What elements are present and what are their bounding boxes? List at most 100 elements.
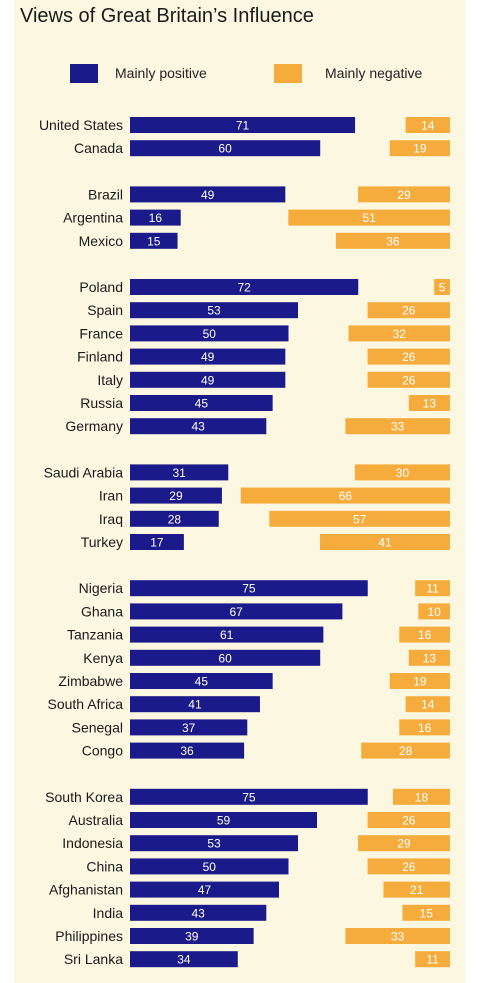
country-label-kenya: Kenya (83, 650, 123, 666)
positive-bar-senegal (130, 719, 248, 736)
positive-bar-china (130, 858, 289, 875)
country-label-saudi-arabia: Saudi Arabia (44, 464, 124, 480)
positive-value-senegal: 37 (182, 721, 196, 735)
positive-value-iraq: 28 (168, 512, 182, 526)
positive-bar-south-africa (130, 696, 260, 713)
positive-value-south-korea: 75 (242, 790, 256, 804)
negative-value-argentina: 51 (362, 211, 376, 225)
negative-value-south-korea: 18 (415, 790, 429, 804)
negative-bar-indonesia (358, 835, 450, 852)
negative-bar-south-africa (405, 696, 450, 713)
negative-bar-kenya (408, 649, 450, 666)
negative-bar-france (348, 325, 450, 342)
negative-bar-united-states (405, 117, 450, 133)
negative-bar-iraq (269, 510, 450, 527)
positive-bar-finland (130, 348, 286, 365)
country-label-finland: Finland (77, 349, 123, 365)
negative-bar-india (402, 904, 450, 921)
negative-value-australia: 26 (402, 814, 416, 828)
negative-bar-iran (240, 487, 450, 504)
positive-value-australia: 59 (217, 814, 231, 828)
negative-bar-tanzania (399, 626, 450, 643)
negative-value-mexico: 36 (386, 234, 400, 248)
country-label-tanzania: Tanzania (67, 627, 123, 643)
country-label-iran: Iran (99, 488, 123, 504)
positive-value-russia: 45 (195, 397, 209, 411)
country-label-argentina: Argentina (63, 210, 123, 226)
negative-value-senegal: 16 (418, 721, 432, 735)
country-label-south-africa: South Africa (48, 696, 124, 712)
legend-label-negative: Mainly negative (325, 65, 423, 81)
negative-value-zimbabwe: 19 (413, 675, 427, 689)
negative-value-finland: 26 (402, 350, 416, 364)
positive-bar-germany (130, 418, 267, 435)
positive-bar-philippines (130, 928, 254, 944)
negative-value-saudi-arabia: 30 (396, 466, 410, 480)
country-label-senegal: Senegal (72, 719, 123, 735)
negative-bar-brazil (358, 186, 450, 203)
negative-bar-nigeria (415, 580, 450, 597)
negative-value-italy: 26 (402, 373, 416, 387)
negative-bar-sri-lanka (415, 951, 450, 968)
negative-bar-ghana (418, 603, 450, 620)
country-label-canada: Canada (74, 140, 123, 156)
country-label-ghana: Ghana (81, 603, 123, 619)
positive-value-mexico: 15 (147, 234, 161, 248)
country-label-nigeria: Nigeria (79, 580, 124, 596)
positive-bar-indonesia (130, 835, 299, 852)
negative-bar-philippines (345, 928, 450, 944)
country-label-india: India (93, 905, 124, 921)
negative-bar-saudi-arabia (354, 464, 450, 481)
negative-value-canada: 19 (413, 142, 427, 156)
negative-bar-senegal (399, 719, 450, 736)
positive-value-sri-lanka: 34 (177, 953, 191, 967)
positive-bar-nigeria (130, 580, 368, 597)
negative-bar-congo (361, 742, 450, 759)
positive-bar-united-states (130, 117, 356, 133)
positive-value-zimbabwe: 45 (195, 675, 209, 689)
country-label-zimbabwe: Zimbabwe (58, 673, 123, 689)
country-label-sri-lanka: Sri Lanka (64, 951, 123, 967)
positive-bar-congo (130, 742, 245, 759)
negative-bar-mexico (335, 232, 450, 249)
positive-bar-saudi-arabia (130, 464, 229, 481)
negative-value-united-states: 14 (421, 119, 435, 133)
negative-value-france: 32 (393, 327, 407, 341)
positive-value-congo: 36 (180, 744, 194, 758)
negative-value-indonesia: 29 (397, 837, 411, 851)
positive-bar-ghana (130, 603, 343, 620)
negative-bar-zimbabwe (389, 673, 450, 689)
positive-bar-spain (130, 302, 299, 319)
positive-bar-sri-lanka (130, 951, 238, 968)
negative-value-iran: 66 (339, 489, 353, 503)
positive-value-kenya: 60 (218, 651, 232, 665)
positive-value-finland: 49 (201, 350, 215, 364)
negative-value-philippines: 33 (391, 930, 405, 944)
positive-bar-france (130, 325, 289, 342)
positive-value-india: 43 (191, 906, 205, 920)
positive-value-turkey: 17 (150, 536, 164, 550)
country-label-brazil: Brazil (88, 186, 123, 202)
negative-bar-spain (367, 302, 450, 319)
positive-value-spain: 53 (207, 304, 221, 318)
negative-bar-south-korea (392, 788, 450, 805)
negative-value-russia: 13 (423, 397, 437, 411)
positive-bar-russia (130, 395, 273, 411)
positive-value-canada: 60 (218, 142, 232, 156)
positive-bar-kenya (130, 649, 321, 666)
positive-value-france: 50 (203, 327, 217, 341)
positive-value-philippines: 39 (185, 930, 199, 944)
positive-bar-india (130, 904, 267, 921)
negative-value-sri-lanka: 11 (426, 953, 439, 967)
positive-value-germany: 43 (191, 420, 205, 434)
positive-bar-zimbabwe (130, 673, 273, 689)
negative-bar-australia (367, 812, 450, 828)
country-label-italy: Italy (97, 372, 123, 388)
negative-value-iraq: 57 (353, 512, 367, 526)
country-label-afghanistan: Afghanistan (49, 882, 123, 898)
negative-value-tanzania: 16 (418, 628, 432, 642)
negative-value-poland: 5 (439, 281, 446, 295)
country-label-germany: Germany (65, 418, 123, 434)
country-label-china: China (86, 858, 123, 874)
